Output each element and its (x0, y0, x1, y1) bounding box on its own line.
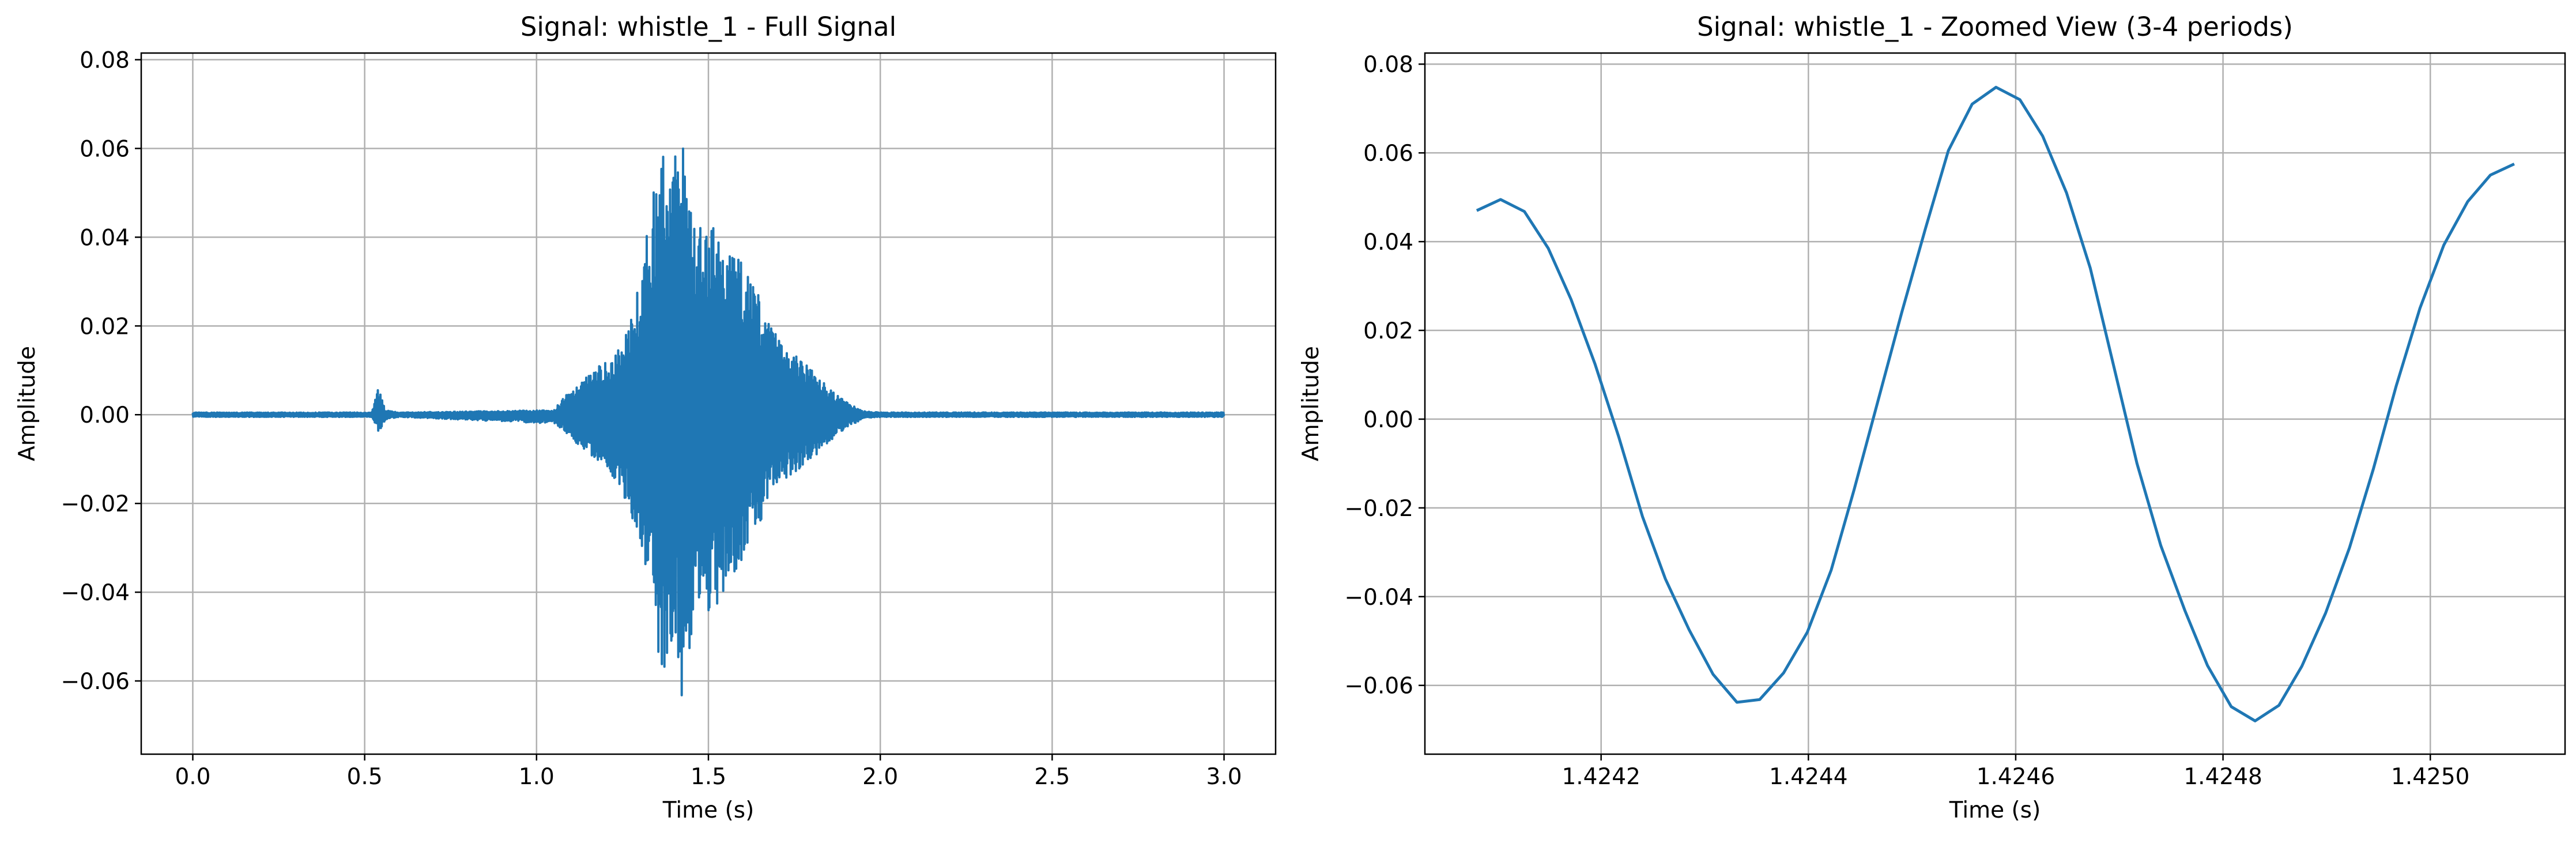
zoomed-waveform-line (1476, 85, 2515, 722)
chart-title: Signal: whistle_1 - Zoomed View (3-4 per… (1697, 12, 2293, 42)
grid-lines (1425, 53, 2565, 754)
zoomed-signal-chart: 1.4242 1.4244 1.4246 1.4248 1.4250 −0.06 −0.04… (1298, 12, 2566, 823)
y-tick-label: 0.02 (80, 314, 130, 340)
y-tick-label: 0.06 (80, 136, 130, 162)
y-axis-label: Amplitude (1298, 346, 1324, 461)
y-tick-label: −0.04 (1344, 585, 1413, 611)
y-tick-label: 0.04 (1363, 229, 1413, 255)
full-signal-chart: 0.0 0.5 1.0 1.5 2.0 2.5 3.0 −0.06 −0.04 −0.02 0.00… (14, 12, 1277, 823)
x-tick-label: 3.0 (1206, 764, 1242, 790)
x-tick-label: 1.4250 (2391, 764, 2469, 790)
chart-title: Signal: whistle_1 - Full Signal (521, 12, 896, 42)
plot-area (1476, 85, 2515, 722)
y-tick-label: 0.02 (1363, 318, 1413, 344)
plot-area (191, 147, 1225, 697)
x-axis-label: Time (s) (662, 797, 755, 823)
ticks: 0.0 0.5 1.0 1.5 2.0 2.5 3.0 −0.06 −0.04 −0.02 0.00… (61, 48, 1242, 790)
x-tick-label: 2.5 (1034, 764, 1070, 790)
y-axis-label: Amplitude (14, 346, 40, 461)
y-tick-label: 0.08 (80, 48, 130, 74)
x-tick-label: 1.0 (519, 764, 555, 790)
x-tick-label: 2.0 (862, 764, 898, 790)
signal-waveform-line (191, 147, 1225, 697)
y-tick-label: 0.04 (80, 225, 130, 251)
x-tick-label: 0.0 (175, 764, 210, 790)
x-tick-label: 1.4244 (1769, 764, 1847, 790)
y-tick-label: 0.08 (1363, 52, 1413, 78)
y-tick-label: −0.06 (1344, 673, 1413, 699)
y-tick-label: 0.06 (1363, 141, 1413, 167)
y-tick-label: 0.00 (80, 402, 130, 428)
y-tick-label: 0.00 (1363, 407, 1413, 433)
x-tick-label: 1.4242 (1562, 764, 1640, 790)
axes-frame (1424, 52, 2566, 755)
x-axis-label: Time (s) (1949, 797, 2041, 823)
y-tick-label: −0.02 (61, 491, 130, 517)
y-tick-label: −0.04 (61, 580, 130, 606)
ticks: 1.4242 1.4244 1.4246 1.4248 1.4250 −0.06 −0.04… (1344, 52, 2469, 790)
x-tick-label: 1.4248 (2183, 764, 2262, 790)
x-tick-label: 0.5 (347, 764, 383, 790)
x-tick-label: 1.4246 (1977, 764, 2055, 790)
y-tick-label: −0.02 (1344, 496, 1413, 522)
x-tick-label: 1.5 (691, 764, 726, 790)
y-tick-label: −0.06 (61, 669, 130, 695)
